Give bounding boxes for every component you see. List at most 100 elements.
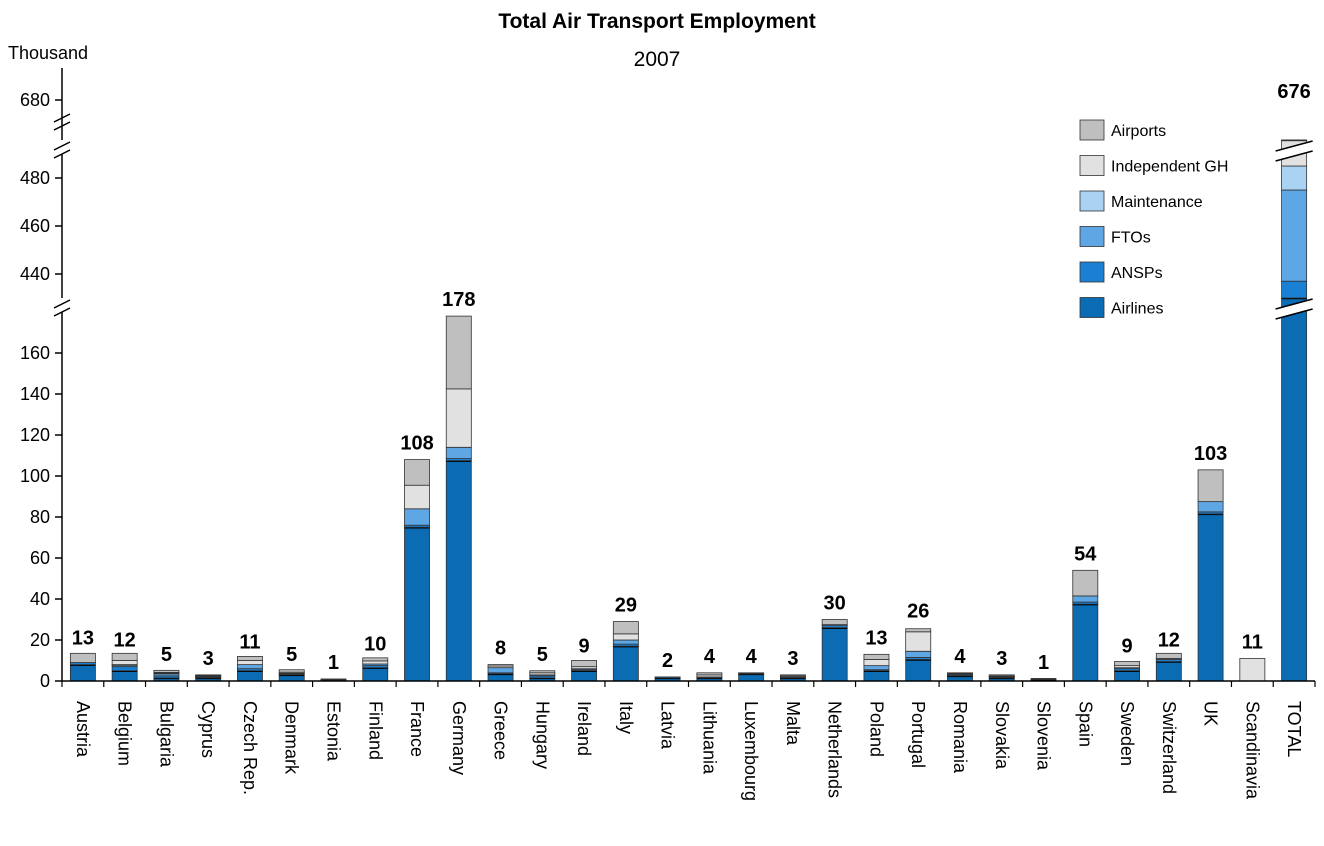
y-tick-label: 100 <box>20 466 50 486</box>
y-tick-label: 20 <box>30 630 50 650</box>
legend-swatch <box>1079 155 1105 176</box>
x-category-label: Bulgaria <box>156 701 176 768</box>
bar-stack-malta <box>779 674 806 682</box>
bar-segment-airports <box>947 672 973 674</box>
bar-total-label: 9 <box>579 636 590 658</box>
bar-total-label: 9 <box>1121 636 1132 658</box>
axis-break-mark <box>53 307 71 317</box>
bar-segment-airports <box>153 669 180 673</box>
bar-segment-ftos <box>445 446 472 459</box>
bar-stack-slovakia <box>988 674 1015 682</box>
bar-segment-ansps <box>1030 678 1057 680</box>
x-category-label: Scandinavia <box>1242 701 1262 800</box>
bar-segment-ansps <box>654 676 681 679</box>
legend-swatch <box>1079 226 1105 247</box>
bar-segment-airports <box>320 678 347 681</box>
bar-segment-airlines <box>612 645 639 682</box>
axis-break-mark <box>53 113 71 123</box>
bar-segment-airports <box>1281 139 1308 142</box>
y-tick-label: 160 <box>20 343 50 363</box>
bar-segment-ftos <box>905 650 932 658</box>
legend-label: Maintenance <box>1111 194 1203 211</box>
bar-segment-airports <box>69 652 96 663</box>
x-category-label: Spain <box>1075 701 1095 747</box>
bar-break-gap <box>1275 299 1313 319</box>
bar-segment-airports <box>1072 569 1099 597</box>
x-category-label: Finland <box>365 701 385 760</box>
y-tick-label: 60 <box>30 548 50 568</box>
legend-swatch <box>1079 119 1105 141</box>
bar-segment-airports <box>111 652 138 661</box>
x-category-label: Luxembourg <box>741 701 761 801</box>
bar-stack-portugal <box>905 628 932 682</box>
chart-subtitle: 2007 <box>634 48 681 71</box>
bar-segment-airports <box>529 670 556 674</box>
x-category-label: France <box>407 701 427 757</box>
bar-stack-czech-rep- <box>237 656 263 682</box>
bar-total-label: 10 <box>364 634 386 656</box>
bar-stack-switzerland <box>1155 652 1182 682</box>
bar-break-mark <box>1275 150 1313 162</box>
bar-stack-uk <box>1197 469 1224 682</box>
bar-stack-sweden <box>1114 661 1140 682</box>
x-category-label: Austria <box>73 701 93 758</box>
bar-segment-airports <box>445 315 472 390</box>
bar-total-label: 5 <box>161 644 172 666</box>
x-category-label: Denmark <box>282 701 302 775</box>
x-category-label: Portugal <box>908 701 928 768</box>
bar-total-label: 3 <box>787 648 798 670</box>
bar-segment-airports <box>195 674 222 677</box>
y-tick-label: 440 <box>20 264 50 284</box>
legend-label: Airports <box>1111 123 1166 140</box>
bar-segment-airports <box>988 674 1015 677</box>
bar-total-label: 12 <box>1158 629 1180 651</box>
legend-label: Independent GH <box>1111 159 1228 176</box>
bar-segment-airports <box>1155 652 1182 659</box>
x-category-label: Czech Rep. <box>240 701 260 795</box>
bar-stack-poland <box>863 653 890 682</box>
y-tick-label: 40 <box>30 589 50 609</box>
bar-segment-airports <box>863 653 890 660</box>
bar-segment-airlines <box>69 664 96 682</box>
bar-total-label: 3 <box>203 648 214 670</box>
bar-total-label: 2 <box>662 650 673 672</box>
bar-segment-ansps <box>111 666 138 672</box>
y-tick-label: 140 <box>20 384 50 404</box>
bar-stack-latvia <box>654 676 681 682</box>
bar-segment-ftos <box>487 667 514 674</box>
legend-swatch <box>1079 190 1105 212</box>
x-category-label: Germany <box>449 701 469 775</box>
bar-segment-airports <box>237 656 263 661</box>
bar-stack-italy <box>612 621 639 682</box>
x-category-label: Latvia <box>658 701 678 750</box>
bar-total-label: 11 <box>239 631 260 653</box>
bar-segment-ftos <box>404 508 430 526</box>
bar-total-label: 1 <box>1038 652 1049 674</box>
bar-segment-airports <box>571 660 598 668</box>
y-tick-label: 0 <box>40 671 50 691</box>
bar-segment-ftos <box>1197 501 1224 513</box>
bar-segment-independent-gh <box>445 388 472 448</box>
bar-stack-hungary <box>529 670 556 682</box>
bar-total-label: 4 <box>746 646 758 668</box>
bar-break-mark <box>1275 140 1313 152</box>
bar-segment-independent-gh <box>404 484 430 510</box>
x-category-label: Switzerland <box>1159 701 1179 794</box>
x-category-label: Ireland <box>574 701 594 756</box>
bar-total-label: 4 <box>704 646 716 668</box>
x-category-label: Cyprus <box>198 701 218 758</box>
x-category-label: Italy <box>616 701 636 734</box>
x-category-label: TOTAL <box>1284 701 1304 757</box>
bar-stack-bulgaria <box>153 669 180 682</box>
bar-segment-airlines <box>237 670 263 682</box>
bar-segment-airlines <box>821 627 848 682</box>
legend-label: FTOs <box>1111 230 1151 247</box>
bar-total-label: 12 <box>114 629 136 651</box>
bar-segment-independent-gh <box>612 633 639 641</box>
bar-segment-airlines <box>863 670 890 682</box>
bar-break-mark <box>1275 308 1313 320</box>
axis-break-mark <box>53 149 71 159</box>
bar-segment-independent-gh <box>905 631 932 652</box>
x-category-label: Estonia <box>323 701 343 762</box>
